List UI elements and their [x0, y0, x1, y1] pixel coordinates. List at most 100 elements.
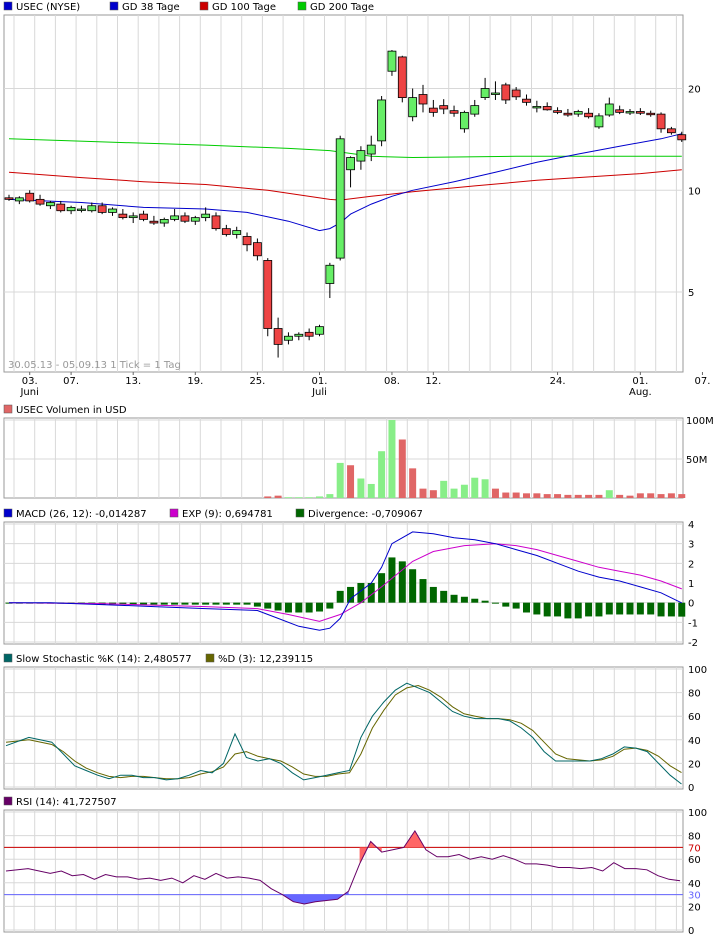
- macd-tick-label: -1: [688, 618, 698, 629]
- divergence-bar: [347, 586, 355, 603]
- legend-divergence: Divergence: -0,709067: [308, 509, 423, 520]
- x-tick-label: 24.: [550, 376, 566, 387]
- volume-bar: [419, 488, 427, 498]
- divergence-bar: [274, 602, 282, 611]
- volume-bar: [667, 493, 675, 498]
- x-tick-label: 03.: [22, 376, 38, 387]
- candles: [4, 49, 687, 358]
- legend-swatch-gd100: [199, 1, 209, 11]
- x-tick-label: 01.: [632, 376, 648, 387]
- volume-bar: [585, 494, 593, 498]
- macd-panel: MACD (26, 12): -0,014287 EXP (9): 0,6947…: [3, 508, 698, 649]
- rsi-line: [5, 829, 681, 905]
- volume-bar: [295, 497, 303, 498]
- volume-bar: [388, 420, 396, 498]
- macd-line: [9, 531, 683, 631]
- x-tick-label: 12.: [425, 376, 441, 387]
- volume-bar: [264, 496, 272, 498]
- volume-bar: [564, 494, 572, 498]
- candle: [491, 92, 500, 95]
- divergence-bar: [160, 602, 168, 605]
- stochastic-tick-label: 100: [688, 665, 707, 676]
- rsi-overbought-area: [403, 830, 426, 850]
- stochastic-panel: Slow Stochastic %K (14): 2,480577 %D (3)…: [3, 653, 707, 794]
- volume-tick-label: 50M: [686, 455, 707, 466]
- price-tick-label: 20: [688, 85, 701, 96]
- gd100-line: [8, 169, 682, 201]
- candle: [46, 202, 55, 207]
- volume-bar: [543, 494, 551, 498]
- legend-swatch-volume: [3, 404, 13, 414]
- legend-swatch-usec: [3, 1, 13, 11]
- divergence-bar: [326, 602, 334, 609]
- rsi-tick-label: 40: [688, 879, 701, 890]
- legend-gd200: GD 200 Tage: [310, 2, 374, 13]
- price-panel: USEC (NYSE) GD 38 Tage GD 100 Tage GD 20…: [3, 1, 710, 398]
- candle: [377, 99, 387, 142]
- candle: [408, 97, 418, 118]
- candle: [511, 89, 521, 98]
- x-tick-label: 01.: [312, 376, 328, 387]
- divergence-bar: [460, 596, 468, 603]
- divergence-bar: [574, 602, 582, 619]
- volume-bar: [647, 493, 655, 498]
- exp-line: [8, 543, 682, 622]
- candle: [522, 98, 531, 103]
- stoch-k-line: [5, 682, 682, 785]
- divergence-bars: [5, 557, 686, 619]
- volume-bar: [347, 465, 355, 498]
- candle: [418, 94, 428, 105]
- volume-bar: [636, 493, 644, 498]
- divergence-bar: [678, 602, 686, 617]
- candle: [35, 198, 45, 205]
- divergence-bar: [543, 602, 551, 617]
- divergence-bar: [140, 602, 148, 605]
- volume-bar: [595, 494, 603, 498]
- divergence-bar: [378, 573, 386, 603]
- volume-bar: [471, 477, 479, 498]
- candle: [397, 56, 407, 98]
- candle: [501, 84, 511, 101]
- candle: [252, 242, 262, 257]
- divergence-bar: [512, 602, 520, 609]
- stochastic-tick-label: 60: [688, 712, 701, 723]
- legend-swatch-gd38: [109, 1, 119, 11]
- divergence-bar: [626, 602, 634, 615]
- rsi-tick-label: 60: [688, 855, 701, 866]
- volume-bar: [481, 479, 489, 498]
- volume-panel: USEC Volumen in USD 50M 100M: [3, 404, 714, 499]
- x-tick-label: 13.: [125, 376, 141, 387]
- volume-bar: [605, 490, 613, 498]
- candle: [584, 112, 593, 118]
- rsi-tick-label: 70: [688, 843, 701, 854]
- rsi-plot-area: [3, 809, 684, 933]
- candle: [294, 333, 304, 337]
- candle: [190, 217, 200, 222]
- volume-bar: [502, 492, 510, 498]
- divergence-bar: [367, 583, 375, 603]
- stochastic-plot-area: [3, 666, 684, 790]
- divergence-bar: [419, 579, 427, 603]
- candle: [139, 213, 148, 220]
- volume-bar: [533, 493, 541, 498]
- legend-swatch-macd: [3, 508, 13, 518]
- volume-bar: [357, 478, 365, 498]
- rsi-tick-label: 30: [688, 891, 701, 902]
- stochastic-tick-label: 20: [688, 759, 701, 770]
- divergence-bar: [647, 602, 655, 615]
- volume-bar: [616, 494, 624, 498]
- divergence-bar: [585, 602, 593, 617]
- candle: [201, 213, 211, 219]
- stochastic-lines: [5, 682, 682, 785]
- candle: [480, 88, 490, 98]
- candle: [77, 208, 86, 211]
- candle: [159, 219, 169, 224]
- divergence-bar: [636, 602, 644, 615]
- x-tick-month: Juli: [311, 387, 327, 398]
- legend-swatch-d: [205, 653, 215, 663]
- candle: [428, 107, 438, 113]
- volume-bar: [450, 488, 458, 498]
- divergence-bar: [471, 598, 479, 603]
- candle: [459, 111, 469, 130]
